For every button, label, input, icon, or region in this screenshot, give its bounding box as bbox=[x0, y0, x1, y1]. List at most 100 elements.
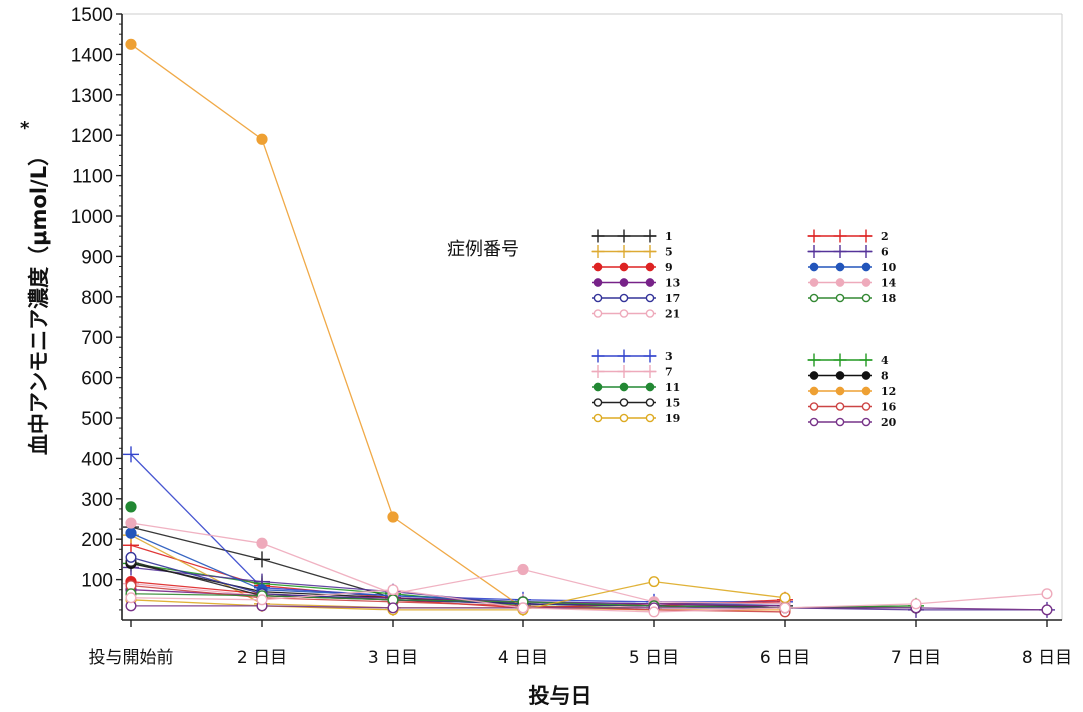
x-tick-label: 6 日目 bbox=[760, 648, 810, 668]
open-circle-marker bbox=[1041, 588, 1053, 600]
filled-circle-marker bbox=[125, 501, 137, 513]
series-21 bbox=[125, 584, 1053, 618]
open-circle-marker bbox=[619, 413, 629, 423]
open-circle-marker bbox=[809, 417, 819, 427]
y-tick-label: 1400 bbox=[71, 45, 113, 66]
filled-circle-marker bbox=[835, 278, 845, 287]
legend-item-10: 10 bbox=[808, 261, 897, 274]
filled-circle-marker bbox=[619, 278, 629, 287]
filled-circle-marker bbox=[835, 262, 845, 272]
legend-label: 15 bbox=[665, 397, 680, 410]
legend-item-20: 20 bbox=[808, 416, 897, 429]
open-circle-marker bbox=[645, 398, 655, 407]
legend-item-6: 6 bbox=[807, 245, 889, 259]
open-circle-marker bbox=[835, 293, 845, 303]
series-11 bbox=[125, 501, 137, 513]
y-tick-label: 500 bbox=[81, 409, 113, 430]
plus-marker bbox=[617, 245, 631, 258]
open-circle-marker bbox=[125, 551, 137, 563]
open-circle-marker bbox=[835, 402, 845, 411]
legend-label: 2 bbox=[881, 230, 889, 243]
filled-circle-marker bbox=[809, 371, 819, 380]
filled-circle-marker bbox=[645, 278, 655, 287]
filled-circle-marker bbox=[861, 278, 871, 287]
filled-circle-marker bbox=[125, 517, 137, 529]
legend-label: 17 bbox=[665, 292, 680, 305]
legend-item-5: 5 bbox=[591, 245, 673, 259]
plus-marker bbox=[833, 353, 847, 367]
series-line bbox=[130, 589, 1048, 613]
y-tick-label: 1200 bbox=[71, 126, 113, 147]
plus-marker bbox=[833, 245, 847, 258]
x-tick-label: 5 日目 bbox=[629, 648, 679, 668]
filled-circle-marker bbox=[809, 262, 819, 272]
y-axis: 100 200 300 400 500 600 700 800 900 1000 1100 1200 1… bbox=[71, 5, 122, 611]
legend-item-8: 8 bbox=[808, 370, 889, 383]
y-tick-label: 1000 bbox=[71, 207, 113, 228]
open-circle-marker bbox=[387, 584, 399, 596]
x-axis-title: 投与日 bbox=[529, 684, 592, 708]
legend-item-16: 16 bbox=[808, 401, 897, 414]
series-line bbox=[130, 534, 785, 609]
open-circle-marker bbox=[648, 606, 660, 618]
open-circle-marker bbox=[809, 293, 819, 303]
filled-circle-marker bbox=[861, 262, 871, 272]
series-line bbox=[130, 453, 785, 603]
filled-circle-marker bbox=[645, 382, 655, 392]
legend-label: 21 bbox=[665, 308, 680, 321]
series-layer bbox=[123, 38, 1055, 618]
filled-circle-marker bbox=[619, 262, 629, 272]
legend-item-1: 1 bbox=[591, 229, 673, 243]
open-circle-marker bbox=[619, 309, 629, 318]
y-tick-label: 300 bbox=[81, 490, 113, 511]
plus-marker bbox=[807, 245, 821, 258]
plus-marker bbox=[643, 365, 657, 378]
y-tick-label: 1500 bbox=[71, 5, 113, 26]
plus-marker bbox=[617, 365, 631, 378]
series-12 bbox=[125, 38, 791, 616]
open-circle-marker bbox=[517, 602, 529, 614]
open-circle-marker bbox=[809, 402, 819, 411]
plus-marker bbox=[617, 349, 631, 363]
y-axis-note: * bbox=[20, 118, 30, 139]
filled-circle-marker bbox=[387, 511, 399, 523]
filled-circle-marker bbox=[125, 527, 137, 539]
y-tick-label: 200 bbox=[81, 530, 113, 551]
x-tick-label: 7 日目 bbox=[891, 648, 941, 668]
open-circle-marker bbox=[861, 402, 871, 411]
plus-marker bbox=[643, 349, 657, 363]
y-tick-label: 800 bbox=[81, 288, 113, 309]
y-tick-label: 1300 bbox=[71, 86, 113, 107]
plus-marker bbox=[643, 245, 657, 258]
legend-title: 症例番号 bbox=[447, 239, 519, 260]
open-circle-marker bbox=[779, 592, 791, 604]
legend-label: 4 bbox=[881, 354, 889, 367]
filled-circle-marker bbox=[835, 371, 845, 380]
filled-circle-marker bbox=[809, 386, 819, 396]
legend-label: 14 bbox=[881, 277, 897, 290]
y-tick-label: 600 bbox=[81, 369, 113, 390]
plus-marker bbox=[859, 245, 873, 258]
open-circle-marker bbox=[619, 293, 629, 303]
legend-item-15: 15 bbox=[592, 397, 680, 410]
filled-circle-marker bbox=[256, 133, 268, 145]
open-circle-marker bbox=[835, 417, 845, 427]
plus-marker bbox=[859, 229, 873, 243]
y-tick-label: 700 bbox=[81, 328, 113, 349]
legend-item-7: 7 bbox=[591, 365, 673, 379]
plus-marker bbox=[591, 349, 605, 363]
y-tick-label: 1100 bbox=[72, 167, 113, 188]
legend-item-19: 19 bbox=[592, 412, 680, 425]
x-tick-label: 8 日目 bbox=[1022, 648, 1072, 668]
open-circle-marker bbox=[910, 598, 922, 610]
open-circle-marker bbox=[779, 602, 791, 614]
open-circle-marker bbox=[593, 293, 603, 303]
legend-item-17: 17 bbox=[592, 292, 680, 305]
open-circle-marker bbox=[387, 602, 399, 614]
plot-frame bbox=[121, 13, 1063, 621]
plus-marker bbox=[807, 353, 821, 367]
legend-label: 19 bbox=[665, 412, 680, 425]
plus-marker bbox=[859, 353, 873, 367]
y-axis-title: 血中アンモニア濃度（μmol/L） bbox=[27, 145, 51, 455]
